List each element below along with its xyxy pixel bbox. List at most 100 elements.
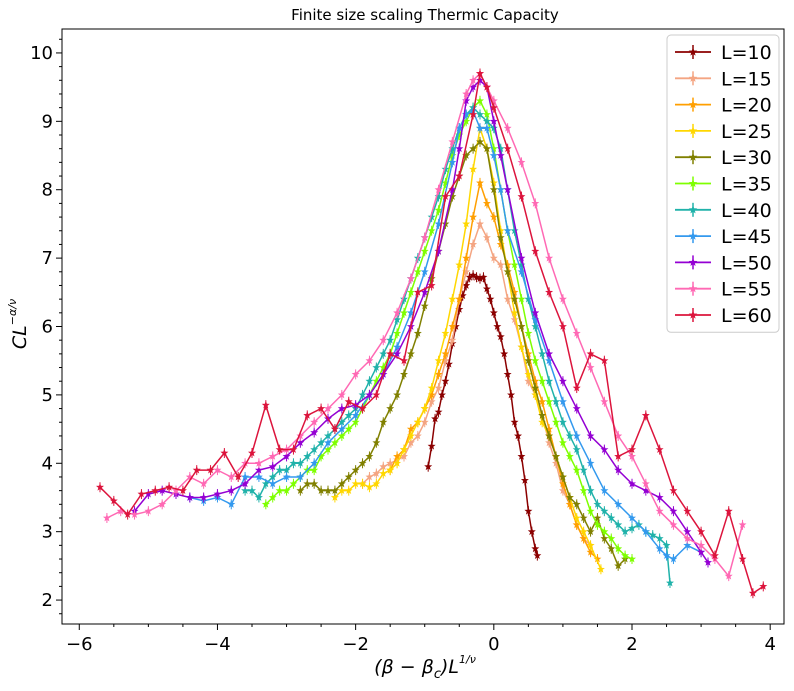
data-point [552,397,560,406]
legend-item: L=35 [675,174,772,196]
data-point [669,507,678,515]
data-point [572,513,581,522]
data-point [600,486,609,494]
data-point [427,383,436,392]
data-point [420,418,429,426]
data-point [448,322,457,330]
data-point [365,483,374,491]
data-point [337,431,346,440]
data-point [524,349,533,358]
data-point [510,308,519,317]
data-point [503,260,512,269]
legend-marker [688,100,698,109]
data-point [448,158,457,166]
data-point [386,465,395,474]
data-point [330,424,339,433]
data-point [379,363,388,371]
data-point [641,479,650,488]
data-point [558,397,567,406]
data-point [372,438,381,447]
data-point [503,124,512,132]
data-point [538,349,547,358]
y-tick-label: 6 [42,317,53,338]
data-point [507,390,516,399]
data-point [451,322,460,330]
data-point [324,445,332,453]
data-point [697,527,706,536]
data-point [151,486,160,494]
data-point [558,294,567,303]
data-point [469,76,478,84]
legend-item: L=15 [675,68,772,90]
data-point [310,418,319,426]
data-point [289,445,298,453]
legend-label: L=10 [721,42,772,64]
data-point [469,110,478,118]
data-point [296,472,305,481]
data-point [552,459,560,467]
data-point [531,383,540,392]
y-tick-label: 8 [42,180,53,201]
data-point [406,349,415,358]
data-point [531,377,540,385]
data-point [614,544,623,553]
data-point [531,390,540,399]
data-point [227,472,236,481]
y-tick-label: 4 [42,453,53,474]
data-point [510,418,519,426]
data-point [524,356,533,365]
y-tick-label: 5 [42,385,53,406]
data-point [358,390,367,399]
data-point [441,349,450,358]
data-point [496,185,505,194]
data-point [227,500,236,508]
data-point [596,565,605,573]
data-point [469,240,478,248]
data-point [524,507,533,515]
data-point [586,507,595,515]
data-point [531,544,540,553]
data-point [365,452,374,460]
data-point [496,226,505,235]
data-point [441,329,450,337]
data-point [358,459,367,467]
data-point [358,404,367,412]
x-tick-label: 4 [764,634,775,655]
data-point [462,117,471,125]
data-point [600,356,609,365]
data-point [268,472,277,481]
series-line [361,221,592,546]
data-point [489,212,498,221]
data-point [393,308,402,317]
data-point [565,431,574,440]
legend-label: L=20 [721,95,772,117]
data-point [234,472,243,481]
data-point [641,411,650,419]
data-point [489,117,498,125]
data-point [310,479,319,488]
data-point [593,500,602,508]
data-point [579,513,588,522]
data-point [317,486,326,494]
data-point [482,117,491,125]
data-point [441,377,450,385]
data-point [455,144,464,153]
data-point [655,507,664,515]
data-point [648,530,657,539]
data-point [441,178,450,187]
y-tick-label: 3 [42,522,53,543]
data-point [386,404,395,412]
data-point [344,424,353,433]
data-point [710,551,719,559]
data-point [572,465,581,474]
data-point [310,428,319,436]
data-point [517,260,526,269]
data-point [517,267,526,276]
data-point [469,165,478,173]
data-point [434,219,443,228]
data-point [379,418,388,426]
data-point [524,294,533,303]
data-point [614,465,623,474]
data-point [517,294,526,303]
series-line [334,127,602,570]
